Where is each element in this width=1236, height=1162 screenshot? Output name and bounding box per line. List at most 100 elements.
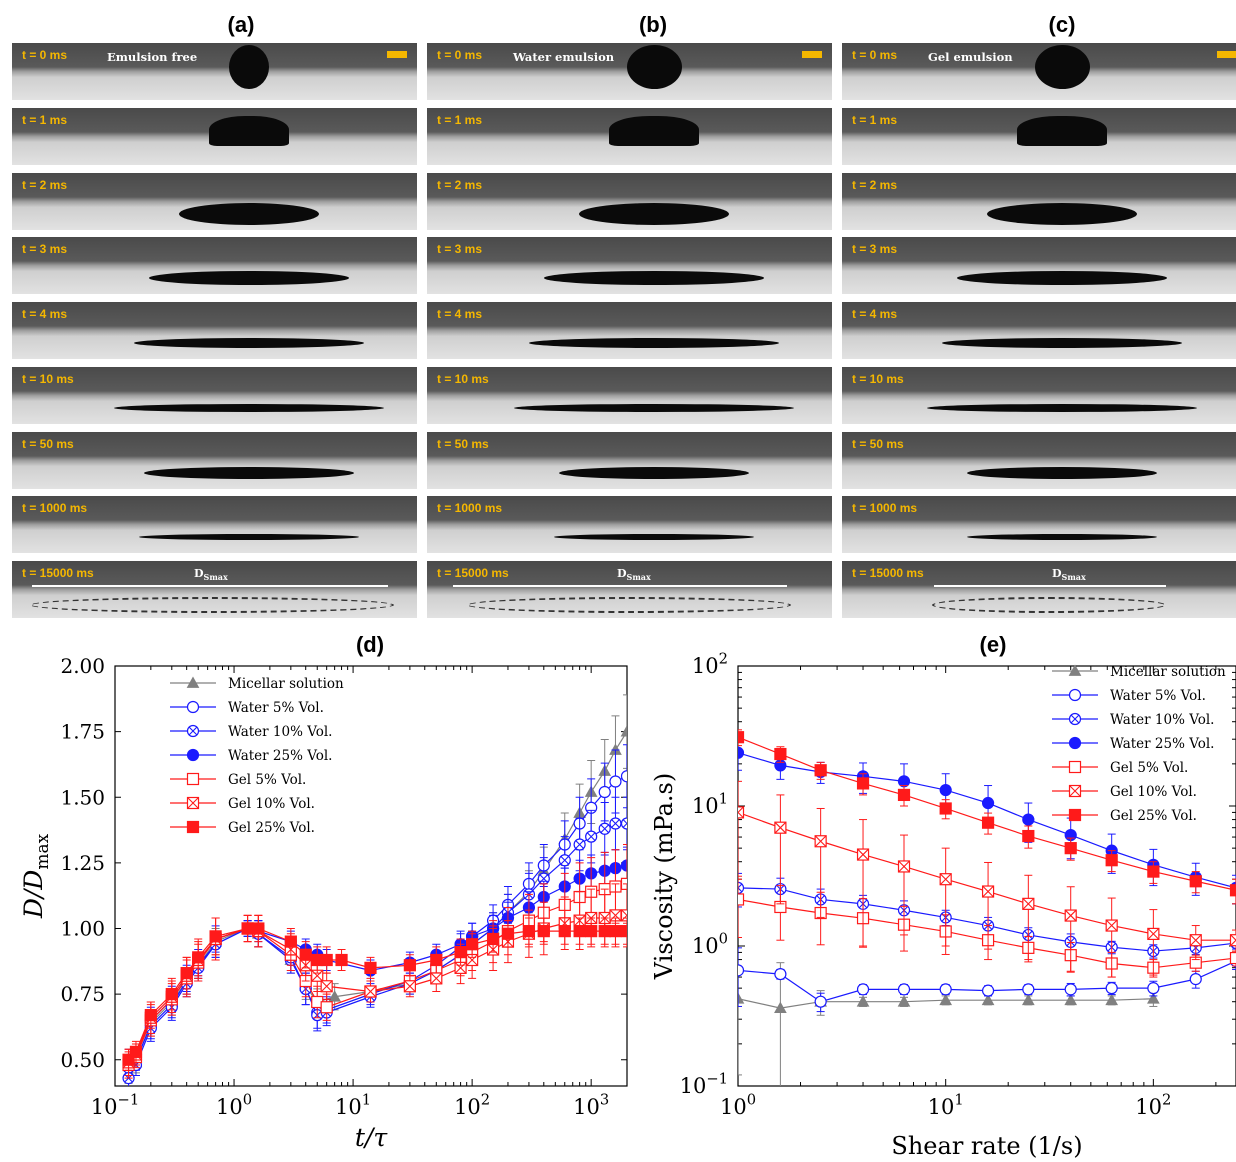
- frame-b-6: t = 50 ms: [427, 432, 832, 489]
- droplet: [626, 45, 682, 89]
- dmax-label: DSmax: [1052, 567, 1086, 583]
- x-tick-label: 102: [1135, 1092, 1171, 1119]
- frame-time-label: t = 3 ms: [852, 242, 898, 256]
- frame-caption: Gel emulsion: [928, 50, 1013, 64]
- data-point: [403, 959, 416, 972]
- frame-time-label: t = 0 ms: [22, 48, 68, 62]
- data-point: [738, 893, 745, 906]
- data-point: [1189, 973, 1202, 986]
- dmax-arrow: [934, 585, 1166, 587]
- frame-b-5: t = 10 ms: [427, 367, 832, 424]
- legend-label: Water 10% Vol.: [228, 724, 332, 740]
- data-point: [609, 775, 622, 788]
- panel-title-a: (a): [227, 12, 255, 37]
- data-point: [620, 817, 627, 830]
- data-point: [328, 990, 341, 1002]
- series-layer: [738, 729, 1236, 1086]
- data-point-x2: [560, 856, 569, 865]
- y-tick-label: 0.50: [60, 1048, 105, 1072]
- series-6: [122, 914, 627, 1071]
- frame-time-label: t = 15000 ms: [852, 566, 924, 580]
- data-point: [466, 938, 479, 951]
- data-point: [122, 1053, 135, 1066]
- droplet: [134, 338, 364, 348]
- x-tick-label: 101: [928, 1092, 964, 1119]
- frame-time-label: t = 0 ms: [852, 48, 898, 62]
- data-point-x2: [898, 860, 910, 873]
- data-point: [209, 930, 222, 943]
- frame-time-label: t = 4 ms: [22, 307, 68, 321]
- data-point: [1229, 884, 1236, 897]
- data-point: [939, 783, 952, 797]
- data-point: [1064, 993, 1078, 1006]
- data-point: [620, 909, 627, 922]
- data-point-x2: [611, 819, 620, 828]
- data-point: [1064, 842, 1077, 855]
- data-point: [1022, 983, 1035, 996]
- frame-time-label: t = 2 ms: [852, 178, 898, 192]
- data-point-x2: [575, 840, 584, 849]
- droplet: [139, 534, 359, 540]
- frame-a-3: t = 3 ms: [12, 237, 417, 294]
- panel-title-c: (c): [1048, 12, 1076, 37]
- legend-label: Gel 25% Vol.: [228, 820, 315, 836]
- frame-b-7: t = 1000 ms: [427, 496, 832, 553]
- data-point: [620, 859, 627, 872]
- data-point: [320, 1001, 333, 1014]
- data-point: [1229, 951, 1236, 965]
- frame-a-7: t = 1000 ms: [12, 496, 417, 553]
- chart-d-spreading: 10−1 100 101 102 103 0.50 0.75 1.00 1.25 1.50 1.75…: [19, 654, 628, 1152]
- frame-a-2: t = 2 ms: [12, 173, 417, 230]
- x-tick-label: 101: [335, 1092, 371, 1119]
- data-point: [1022, 813, 1035, 826]
- droplet: [149, 271, 349, 285]
- data-point-x2: [1230, 939, 1236, 947]
- frame-time-label: t = 50 ms: [22, 437, 74, 451]
- data-point: [486, 932, 500, 946]
- frame-time-label: t = 50 ms: [852, 437, 904, 451]
- frame-c-8: DSmax t = 15000 ms: [842, 561, 1236, 618]
- data-point: [1105, 982, 1118, 995]
- y-tick-label: 102: [692, 651, 728, 678]
- panel-title-e: (e): [979, 632, 1007, 657]
- data-point: [501, 927, 515, 940]
- dried-ring: [30, 597, 394, 613]
- data-point-x2: [622, 822, 627, 828]
- data-point-x2: [1189, 934, 1202, 947]
- legend-label: Micellar solution: [228, 676, 344, 692]
- frame-time-label: t = 3 ms: [437, 242, 483, 256]
- series-5: [738, 780, 1236, 978]
- series-5: [122, 883, 627, 1076]
- data-point: [364, 961, 377, 974]
- series-layer: [122, 694, 627, 1086]
- dried-ring: [932, 597, 1166, 613]
- droplet: [554, 534, 754, 540]
- droplet: [579, 203, 729, 225]
- data-point: [144, 1009, 157, 1022]
- droplet: [229, 45, 269, 89]
- data-point-x2: [1022, 897, 1035, 910]
- legend-marker-x2: [188, 726, 198, 736]
- data-point: [738, 881, 745, 895]
- data-point: [814, 764, 827, 777]
- data-point-x2: [364, 985, 377, 998]
- frame-time-label: t = 15000 ms: [22, 566, 94, 580]
- y-tick-label: 100: [692, 931, 728, 958]
- frame-time-label: t = 1000 ms: [852, 501, 918, 515]
- frame-time-label: t = 1 ms: [852, 113, 898, 127]
- data-point: [1105, 854, 1118, 867]
- frame-time-label: t = 1000 ms: [437, 501, 503, 515]
- data-point-x2: [939, 873, 952, 886]
- frame-caption: Water emulsion: [513, 50, 615, 64]
- y-axis-label: Viscosity (mPa.s): [650, 773, 678, 980]
- dmax-arrow: [32, 585, 388, 587]
- data-point: [856, 983, 870, 996]
- data-point: [738, 806, 745, 819]
- legend-marker: [1068, 760, 1082, 774]
- legend-marker: [1068, 808, 1082, 822]
- data-point: [1189, 875, 1202, 888]
- data-point-x2: [586, 832, 596, 841]
- droplet: [114, 404, 384, 412]
- legend-label: Water 10% Vol.: [1110, 712, 1214, 728]
- droplet: [967, 467, 1157, 479]
